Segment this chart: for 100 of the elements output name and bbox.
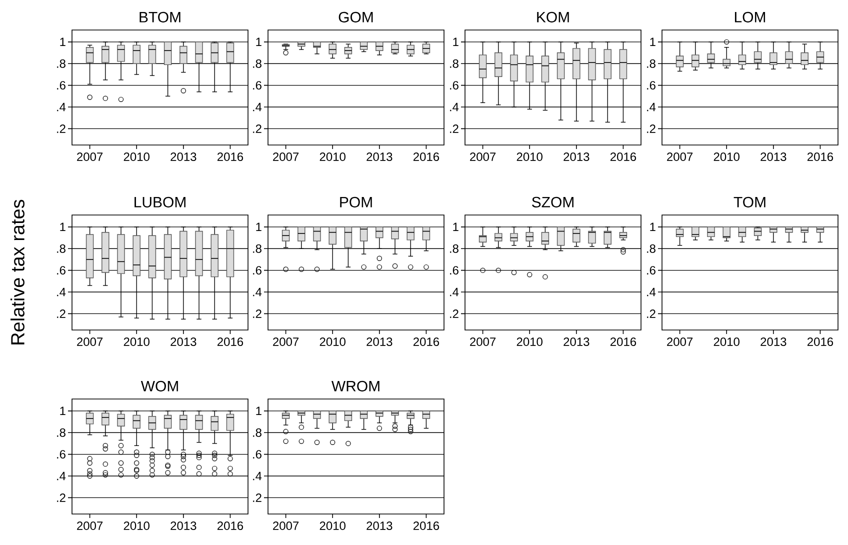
y-tick-label: .2: [450, 124, 458, 133]
chart-title: POM: [340, 196, 372, 208]
y-tick-label: 1: [453, 222, 458, 232]
y-axis-title: Relative tax rates: [10, 200, 24, 344]
x-tick-label: 2007: [667, 338, 693, 346]
y-tick-label: .4: [253, 288, 262, 296]
x-tick-label: 2007: [77, 522, 103, 530]
y-tick-label: 1: [60, 406, 66, 416]
y-tick-label: .8: [253, 59, 262, 68]
y-tick-label: 1: [60, 222, 66, 232]
chart-title: SZOM: [532, 196, 574, 208]
y-tick-label: .6: [647, 266, 656, 275]
y-tick-label: .2: [253, 124, 262, 133]
y-tick-label: .2: [647, 310, 656, 318]
x-tick-label: 2007: [667, 152, 693, 162]
x-tick-label: 2010: [320, 338, 346, 346]
y-tick-label: .6: [647, 81, 656, 90]
x-tick-label: 2016: [413, 522, 440, 530]
x-tick-label: 2016: [413, 338, 440, 346]
x-tick-label: 2007: [77, 338, 103, 346]
y-tick-label: .6: [253, 450, 262, 459]
y-tick-label: .2: [253, 310, 262, 318]
x-tick-label: 2007: [273, 522, 299, 530]
y-tick-label: 1: [256, 222, 262, 232]
y-tick-label: .8: [57, 428, 66, 437]
y-tick-label: 1: [650, 222, 656, 232]
x-tick-label: 2016: [610, 338, 636, 346]
y-tick-label: 1: [60, 38, 66, 46]
chart-title: WROM: [331, 380, 380, 392]
x-tick-label: 2013: [760, 152, 786, 162]
x-tick-label: 2007: [273, 152, 299, 162]
y-tick-label: .6: [450, 81, 458, 90]
x-tick-label: 2013: [564, 338, 590, 346]
x-tick-label: 2010: [124, 522, 150, 530]
x-tick-label: 2010: [320, 522, 346, 530]
chart-title: WOM: [140, 380, 178, 392]
y-tick-label: .4: [253, 102, 262, 112]
x-tick-label: 2010: [516, 338, 542, 346]
y-tick-label: .2: [57, 310, 66, 318]
y-tick-label: 1: [453, 38, 458, 46]
x-tick-label: 2016: [217, 152, 244, 162]
x-tick-label: 2013: [170, 522, 196, 530]
y-tick-label: .2: [450, 310, 458, 318]
chart-title: KOM: [537, 12, 569, 22]
chart-title: LUBOM: [134, 196, 186, 208]
x-tick-label: 2016: [610, 152, 636, 162]
y-tick-label: .4: [450, 288, 459, 296]
x-tick-label: 2010: [714, 152, 740, 162]
y-tick-label: .4: [450, 102, 459, 112]
x-tick-label: 2007: [77, 152, 103, 162]
y-tick-label: 1: [650, 38, 656, 46]
chart-title: GOM: [338, 12, 373, 22]
y-tick-label: .8: [253, 244, 262, 253]
x-tick-label: 2013: [170, 338, 196, 346]
y-tick-label: .4: [57, 288, 66, 296]
y-tick-label: .2: [57, 494, 66, 502]
y-tick-label: .2: [647, 124, 656, 133]
x-tick-label: 2013: [366, 338, 392, 346]
y-tick-label: .8: [57, 244, 66, 253]
x-tick-label: 2016: [217, 522, 244, 530]
x-tick-label: 2010: [124, 152, 150, 162]
x-tick-label: 2013: [170, 152, 196, 162]
x-tick-label: 2013: [366, 152, 392, 162]
y-tick-label: .4: [647, 102, 656, 112]
y-tick-label: .6: [253, 81, 262, 90]
y-tick-label: .8: [57, 59, 66, 68]
chart-title: TOM: [734, 196, 766, 208]
y-tick-label: .6: [253, 266, 262, 275]
chart-title: BTOM: [140, 12, 180, 22]
y-tick-label: .8: [647, 59, 656, 68]
y-tick-label: .4: [57, 102, 66, 112]
x-tick-label: 2010: [124, 338, 150, 346]
y-tick-label: .2: [253, 494, 262, 502]
x-tick-label: 2010: [320, 152, 346, 162]
y-tick-label: .6: [57, 266, 66, 275]
x-tick-label: 2010: [714, 338, 740, 346]
y-tick-label: .8: [450, 59, 458, 68]
x-tick-label: 2013: [564, 152, 590, 162]
y-tick-label: .8: [450, 244, 458, 253]
x-tick-label: 2016: [413, 152, 440, 162]
y-tick-label: .4: [253, 472, 262, 480]
x-tick-label: 2010: [516, 152, 542, 162]
y-tick-label: .4: [57, 472, 66, 480]
y-tick-label: .2: [57, 124, 66, 133]
x-tick-label: 2016: [807, 338, 834, 346]
x-tick-label: 2016: [807, 152, 834, 162]
x-tick-label: 2007: [470, 338, 496, 346]
y-tick-label: .6: [57, 450, 66, 459]
y-tick-label: 1: [256, 38, 262, 46]
x-tick-label: 2013: [760, 338, 786, 346]
x-tick-label: 2007: [273, 338, 299, 346]
y-tick-label: 1: [256, 406, 262, 416]
x-tick-label: 2007: [470, 152, 496, 162]
x-tick-label: 2016: [217, 338, 244, 346]
y-tick-label: .4: [647, 288, 656, 296]
y-tick-label: .8: [253, 428, 262, 437]
y-tick-label: .8: [647, 244, 656, 253]
y-tick-label: .6: [450, 266, 458, 275]
x-tick-label: 2013: [366, 522, 392, 530]
y-tick-label: .6: [57, 81, 66, 90]
